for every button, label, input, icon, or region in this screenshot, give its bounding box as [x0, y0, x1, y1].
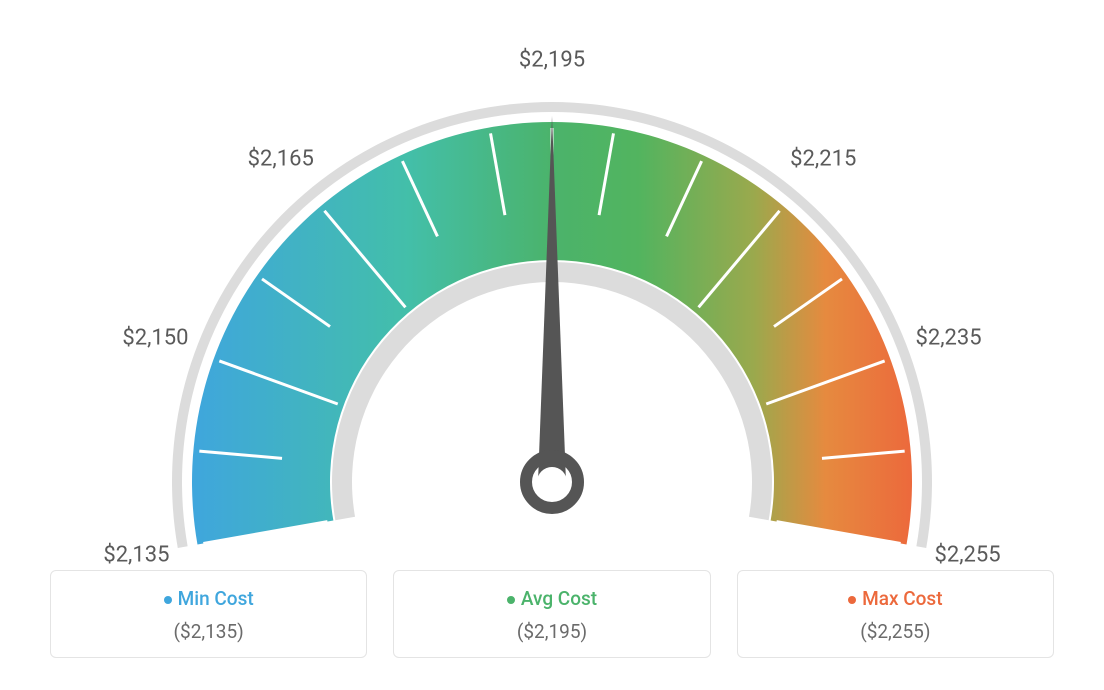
gauge-tick-label: $2,150: [122, 325, 188, 350]
gauge-tick-label: $2,195: [519, 48, 585, 73]
legend-dot-max: [848, 596, 856, 604]
legend-card-min: Min Cost ($2,135): [50, 570, 367, 658]
gauge-chart: $2,135 $2,150 $2,165 $2,195 $2,215 $2,235 $2,2…: [40, 20, 1064, 580]
legend-dot-avg: [507, 596, 515, 604]
legend-card-avg: Avg Cost ($2,195): [393, 570, 710, 658]
legend-value-max: ($2,255): [748, 620, 1043, 643]
gauge-tick-label: $2,255: [935, 543, 1001, 568]
legend-label-max: Max Cost: [862, 587, 942, 610]
legend-label-min: Min Cost: [178, 587, 254, 610]
legend-label-avg: Avg Cost: [521, 587, 597, 610]
legend-title-max: Max Cost: [748, 587, 1043, 610]
chart-wrapper: $2,135 $2,150 $2,165 $2,195 $2,215 $2,235 $2,2…: [0, 0, 1104, 690]
gauge-tick-label: $2,135: [103, 543, 169, 568]
gauge-tick-label: $2,235: [915, 325, 981, 350]
legend-title-min: Min Cost: [61, 587, 356, 610]
gauge-tick-label: $2,215: [790, 146, 856, 171]
gauge-tick-label: $2,165: [248, 146, 314, 171]
legend-card-max: Max Cost ($2,255): [737, 570, 1054, 658]
legend-value-avg: ($2,195): [404, 620, 699, 643]
legend-dot-min: [164, 596, 172, 604]
legend-value-min: ($2,135): [61, 620, 356, 643]
gauge-svg: [40, 20, 1064, 560]
legend-row: Min Cost ($2,135) Avg Cost ($2,195) Max …: [40, 570, 1064, 658]
legend-title-avg: Avg Cost: [404, 587, 699, 610]
